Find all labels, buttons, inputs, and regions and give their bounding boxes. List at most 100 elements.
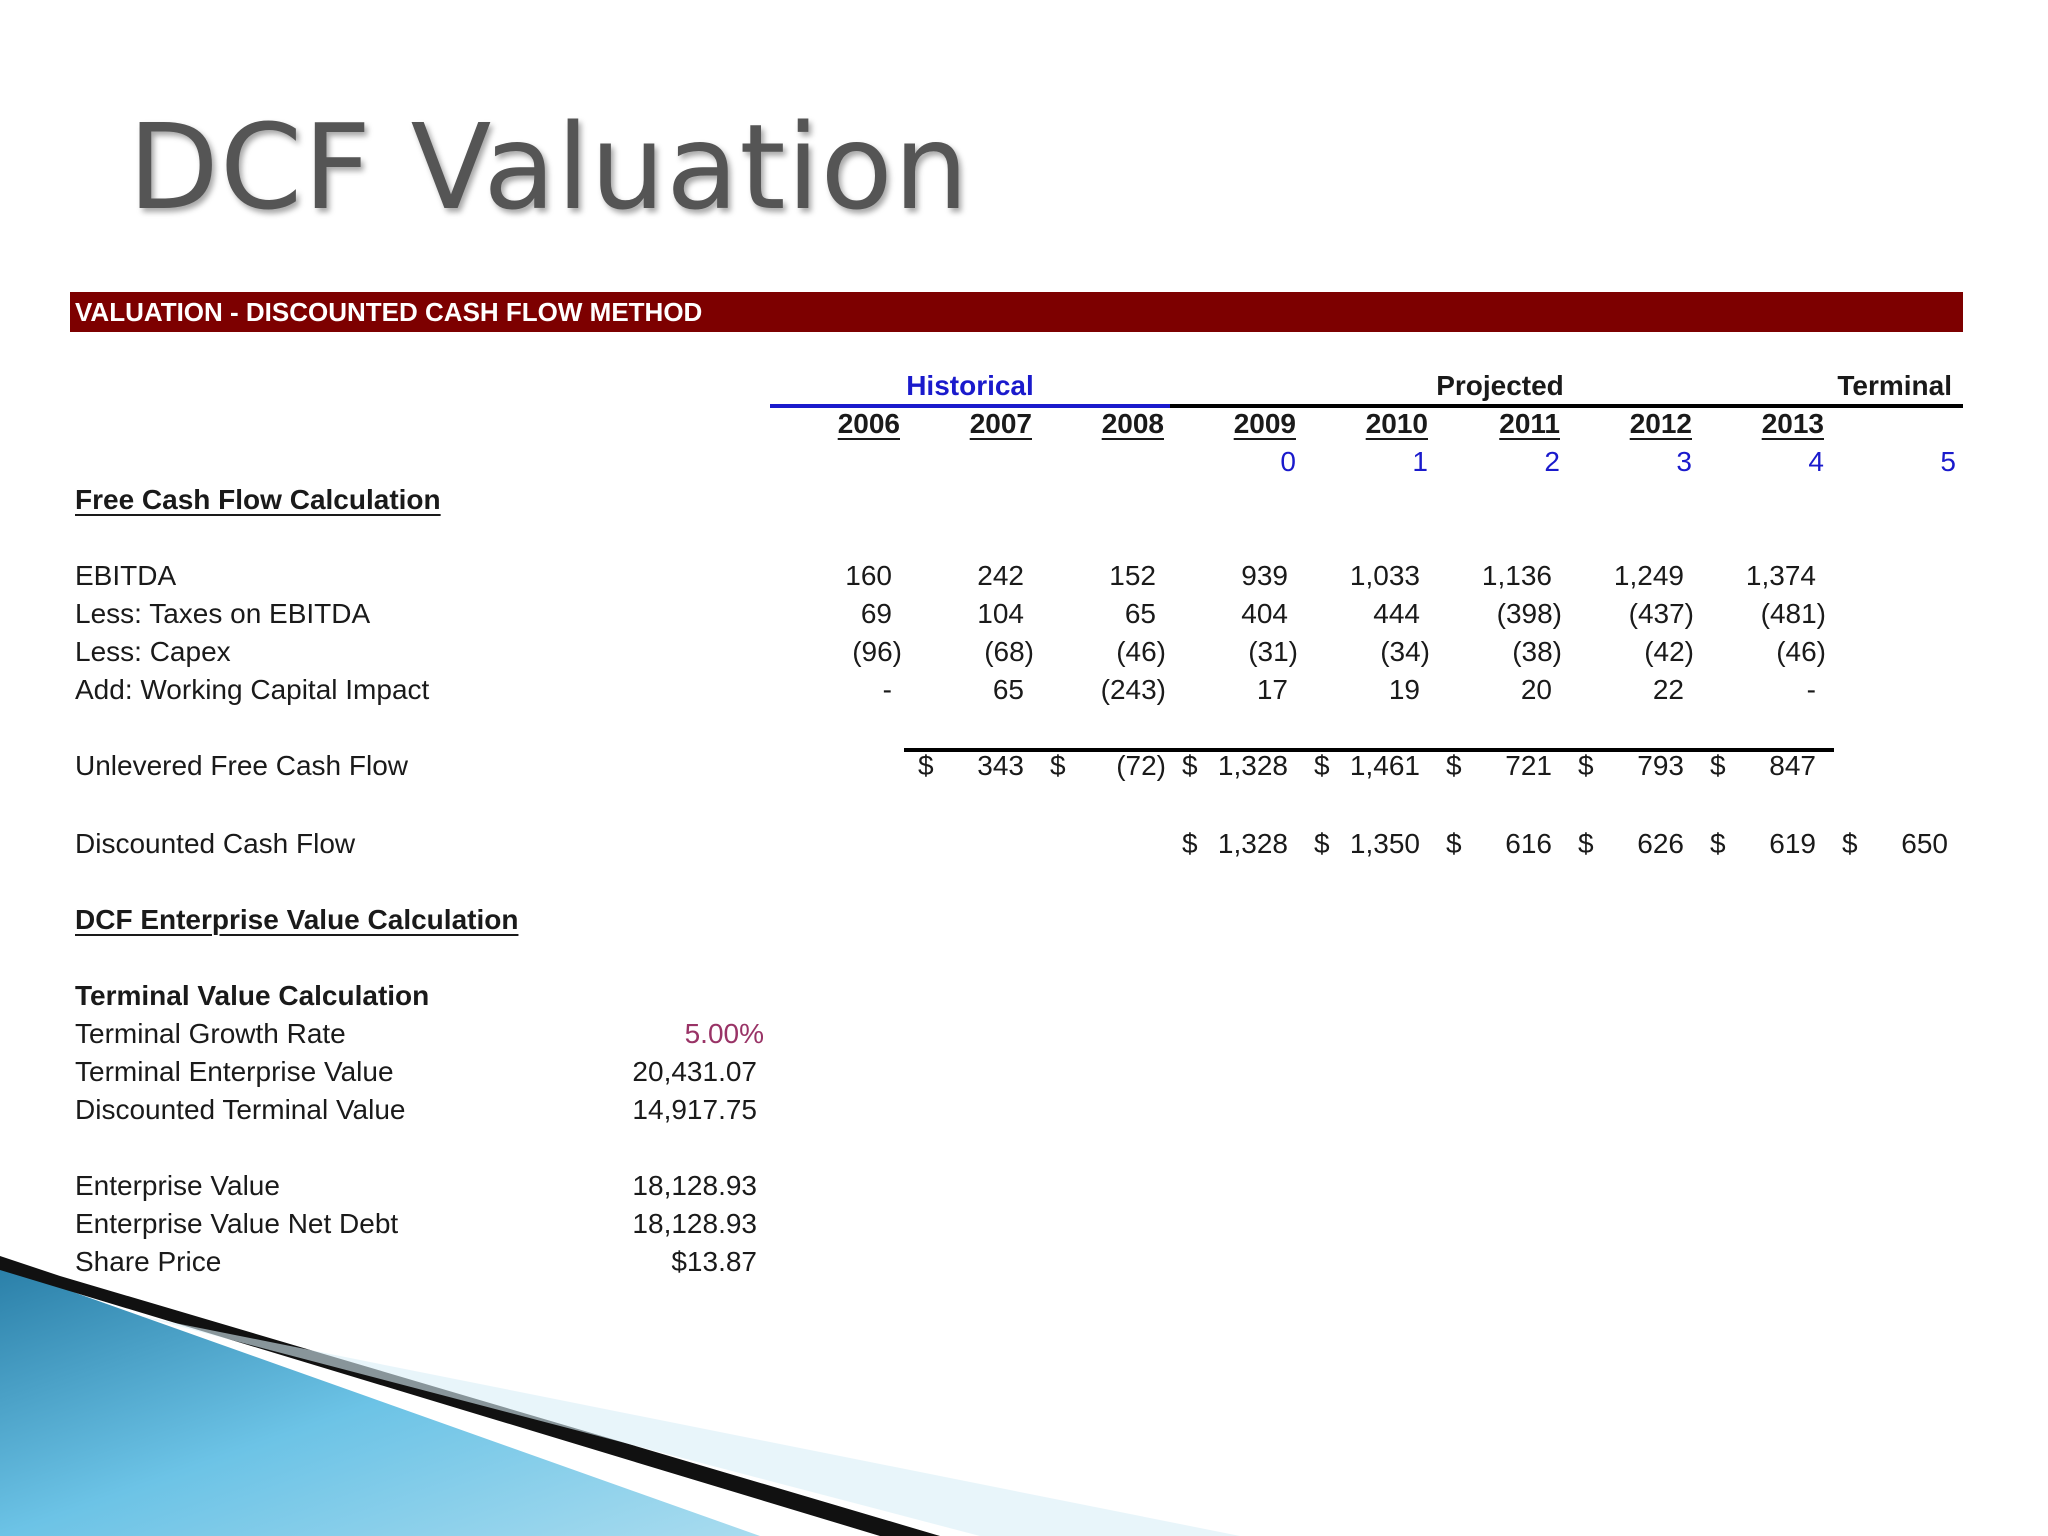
cell: 444	[1373, 598, 1420, 629]
row-label-dcf: Discounted Cash Flow	[75, 828, 356, 859]
cell: (31)	[1248, 636, 1298, 667]
ev-net-debt-label: Enterprise Value Net Debt	[75, 1208, 399, 1239]
cell: 650	[1901, 828, 1948, 859]
year-2007: 2007	[969, 408, 1032, 439]
tv-value-dtv: 14,917.75	[632, 1094, 757, 1125]
year-2006: 2006	[837, 408, 900, 439]
cell: 847	[1769, 750, 1816, 781]
cell: 939	[1241, 560, 1288, 591]
tv-section-heading: Terminal Value Calculation	[75, 980, 430, 1011]
currency-sign: $	[1710, 828, 1726, 859]
cell: 1,249	[1613, 560, 1684, 591]
cell: 152	[1109, 560, 1156, 591]
ev-value: 18,128.93	[632, 1170, 757, 1201]
tv-label-growth: Terminal Growth Rate	[75, 1018, 346, 1049]
cell: (96)	[852, 636, 902, 667]
projected-rule	[1170, 404, 1963, 408]
fcf-section-heading: Free Cash Flow Calculation	[75, 484, 441, 515]
cell: 1,461	[1349, 750, 1420, 781]
cell: 1,350	[1349, 828, 1420, 859]
currency-sign: $	[1842, 828, 1858, 859]
cell: (68)	[984, 636, 1034, 667]
decorative-swoosh	[0, 1256, 1240, 1536]
tv-value-tev: 20,431.07	[632, 1056, 757, 1087]
currency-sign: $	[1578, 828, 1594, 859]
period-2: 2	[1544, 446, 1560, 477]
currency-sign: $	[1578, 750, 1594, 781]
currency-sign: $	[918, 750, 934, 781]
period-1: 1	[1412, 446, 1428, 477]
cell: (398)	[1496, 598, 1562, 629]
year-2012: 2012	[1629, 408, 1692, 439]
currency-sign: $	[1182, 750, 1198, 781]
cell: 1,033	[1349, 560, 1420, 591]
cell: 404	[1241, 598, 1288, 629]
cell: 104	[977, 598, 1024, 629]
ev-section-heading: DCF Enterprise Value Calculation	[75, 904, 519, 935]
cell: (481)	[1760, 598, 1826, 629]
year-2008: 2008	[1101, 408, 1164, 439]
currency-sign: $	[1446, 750, 1462, 781]
period-0: 0	[1280, 446, 1296, 477]
currency-sign: $	[1050, 750, 1066, 781]
period-5: 5	[1940, 446, 1956, 477]
cell: (72)	[1116, 750, 1166, 781]
year-2009: 2009	[1233, 408, 1296, 439]
year-2011: 2011	[1499, 408, 1560, 439]
cell: -	[1806, 674, 1816, 705]
cell: 616	[1505, 828, 1552, 859]
cell: (437)	[1628, 598, 1694, 629]
currency-sign: $	[1182, 828, 1198, 859]
section-banner: VALUATION - DISCOUNTED CASH FLOW METHOD	[70, 292, 1963, 332]
row-label-taxes: Less: Taxes on EBITDA	[75, 598, 371, 629]
cell: (46)	[1776, 636, 1826, 667]
currency-sign: $	[1314, 750, 1330, 781]
cell: 20	[1520, 674, 1552, 705]
cell: 1,328	[1217, 750, 1288, 781]
cell: 65	[992, 674, 1024, 705]
year-2013: 2013	[1761, 408, 1824, 439]
currency-sign: $	[1314, 828, 1330, 859]
year-2010: 2010	[1365, 408, 1428, 439]
row-label-working-capital: Add: Working Capital Impact	[75, 674, 430, 705]
cell: 65	[1124, 598, 1156, 629]
cell: -	[882, 674, 892, 705]
period-4: 4	[1808, 446, 1824, 477]
cell: (46)	[1116, 636, 1166, 667]
tv-label-dtv: Discounted Terminal Value	[75, 1094, 406, 1125]
cell: 22	[1652, 674, 1684, 705]
cell: 793	[1637, 750, 1684, 781]
cell: 1,374	[1745, 560, 1816, 591]
cell: 160	[845, 560, 892, 591]
currency-sign: $	[1446, 828, 1462, 859]
share-price-label: Share Price	[75, 1246, 222, 1277]
ev-net-debt-value: 18,128.93	[632, 1208, 757, 1239]
cell: 626	[1637, 828, 1684, 859]
cell: 721	[1505, 750, 1552, 781]
cell: 1,328	[1217, 828, 1288, 859]
cell: 69	[860, 598, 892, 629]
cell: 619	[1769, 828, 1816, 859]
share-price-value: $13.87	[671, 1246, 757, 1277]
total-rule	[904, 748, 1834, 752]
row-label-ufcf: Unlevered Free Cash Flow	[75, 750, 409, 781]
cell: 1,136	[1481, 560, 1552, 591]
ev-label: Enterprise Value	[75, 1170, 280, 1201]
cell: 19	[1388, 674, 1420, 705]
cell: 343	[977, 750, 1024, 781]
period-3: 3	[1676, 446, 1692, 477]
row-label-ebitda: EBITDA	[75, 560, 177, 591]
terminal-header: Terminal	[1837, 370, 1952, 401]
cell: 17	[1256, 674, 1288, 705]
historical-rule	[770, 404, 1170, 408]
cell: (38)	[1512, 636, 1562, 667]
cell: (42)	[1644, 636, 1694, 667]
cell: (34)	[1380, 636, 1430, 667]
tv-label-tev: Terminal Enterprise Value	[75, 1056, 394, 1087]
row-label-capex: Less: Capex	[75, 636, 231, 667]
historical-header: Historical	[906, 370, 1034, 401]
slide-title: DCF Valuation	[128, 98, 970, 236]
currency-sign: $	[1710, 750, 1726, 781]
cell: (243)	[1100, 674, 1166, 705]
cell: 242	[977, 560, 1024, 591]
